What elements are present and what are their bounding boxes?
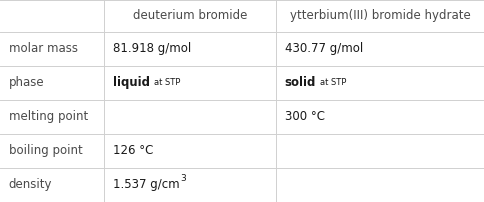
Text: density: density [9,179,52,191]
Text: 3: 3 [181,174,186,183]
Text: at STP: at STP [320,78,346,87]
Text: phase: phase [9,77,45,89]
Text: 300 °C: 300 °C [285,110,325,123]
Text: ytterbium(III) bromide hydrate: ytterbium(III) bromide hydrate [289,9,470,22]
Text: solid: solid [285,77,316,89]
Text: at STP: at STP [153,78,180,87]
Text: deuterium bromide: deuterium bromide [133,9,247,22]
Text: liquid: liquid [113,77,150,89]
Text: 1.537 g/cm: 1.537 g/cm [113,179,180,191]
Text: 81.918 g/mol: 81.918 g/mol [113,42,191,56]
Text: boiling point: boiling point [9,144,82,158]
Text: 126 °C: 126 °C [113,144,153,158]
Text: 430.77 g/mol: 430.77 g/mol [285,42,363,56]
Text: melting point: melting point [9,110,88,123]
Text: molar mass: molar mass [9,42,78,56]
